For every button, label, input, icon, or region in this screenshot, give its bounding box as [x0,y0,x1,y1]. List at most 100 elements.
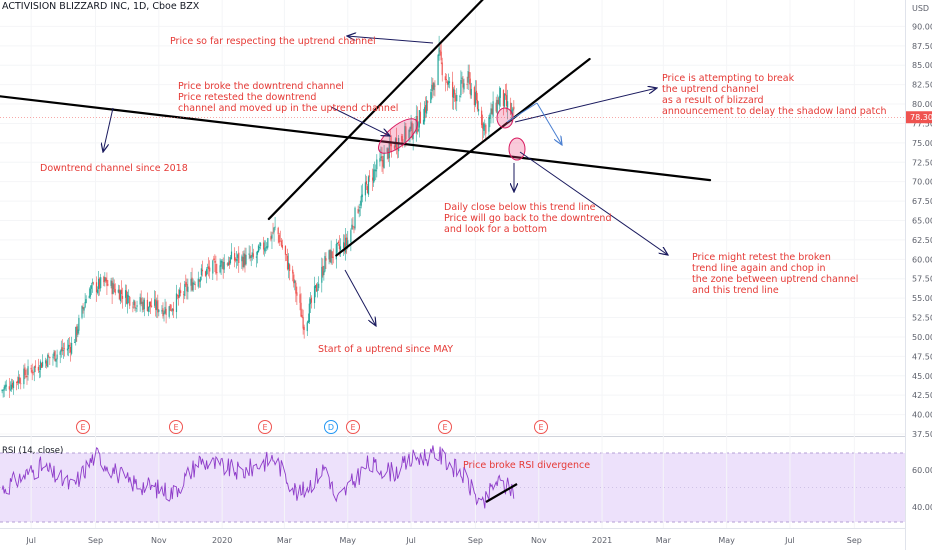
candle-body [299,294,301,303]
time-axis[interactable]: Jul Sep Nov 2020 Mar May Jul Sep Nov 2021 Mar May Ju… [25,536,862,545]
candle-body [322,265,324,276]
candle-body [54,350,56,362]
candle-body [256,251,259,255]
candle-body [155,299,157,310]
candle-body [55,358,57,362]
candle-body [289,264,291,271]
candle-body [156,301,158,311]
candle-body [172,308,174,312]
candle-body [112,282,114,294]
price-tick-label: 42.50 [912,391,932,400]
candle-body [402,139,404,144]
candle-body [201,269,204,272]
candle-body [180,290,182,294]
candle-body [175,293,178,313]
candle-body [427,101,429,103]
candle-body [252,253,254,258]
candle-body [310,297,313,303]
candle-body [437,55,439,85]
candle-body [484,125,486,127]
candle-body [208,266,210,270]
time-tick-label: Sep [847,536,862,545]
candle-body [415,116,417,134]
candle-body [84,301,86,308]
candle-body [358,209,360,212]
candle-body [292,269,294,274]
candle-body [323,271,325,276]
candle-body [497,99,499,105]
candle-body [75,326,77,342]
candle-body [510,102,512,115]
earnings-marker[interactable] [534,420,548,434]
candle-body [337,241,340,244]
candle-body [23,368,25,385]
candle-body [417,129,419,131]
candle-body [271,234,273,239]
price-axis[interactable]: USD 90.00 87.50 85.00 82.50 80.00 77.50 75.00 7… [912,4,932,439]
price-tick-label: 82.50 [912,81,932,90]
candle-body [142,301,144,310]
candle-body [147,306,150,312]
candle-body [408,129,410,139]
earnings-marker[interactable] [169,420,183,434]
candle-body [270,236,272,240]
candle-body [105,277,107,282]
candle-body [375,169,377,172]
candle-body [129,296,131,306]
earnings-marker[interactable] [258,420,272,434]
last-price-value: 78.30 [910,113,932,122]
price-tick-label: 62.50 [912,236,932,245]
candle-body [329,249,331,262]
candle-body [96,289,99,293]
candle-body [34,365,36,368]
candle-body [492,101,494,117]
candle-body [185,282,187,285]
last-price-tag: 78.30 [906,111,932,124]
candle-body [16,381,18,383]
annotation-daily-close-3: and look for a bottom [444,224,547,235]
candle-body [354,207,356,229]
candle-body [81,306,83,318]
earnings-marker[interactable] [438,420,452,434]
earnings-marker[interactable] [346,420,360,434]
price-tick-label: 45.00 [912,372,932,381]
dividend-marker[interactable] [324,420,338,434]
candle-body [332,256,334,258]
candle-body [4,385,6,389]
candle-body [99,278,101,289]
arrow-channel-top [347,36,434,44]
candle-body [139,296,141,305]
projection-down [536,102,562,145]
candle-body [335,243,337,260]
candle-body [440,51,442,61]
price-tick-label: 75.00 [912,139,932,148]
annotation-channel-respect: Price so far respecting the uptrend chan… [170,36,376,47]
candle-body [205,269,208,276]
candle-body [121,295,124,299]
candle-body [245,254,247,265]
price-tick-label: 52.50 [912,314,932,323]
candle-body [63,348,65,350]
candle-body [278,234,280,243]
candle-body [302,317,304,329]
candle-body [56,354,58,360]
candle-body [483,123,485,131]
time-tick-label: 2020 [212,536,232,545]
earnings-marker[interactable] [76,420,90,434]
candle-body [223,261,225,270]
candle-body [264,248,266,252]
candle-body [453,89,455,98]
candle-body [307,320,309,324]
candle-body [331,251,333,259]
candle-body [344,242,346,252]
annotation-moved-up: channel and moved up in the uptrend chan… [178,103,398,114]
candle-body [48,356,50,358]
candle-body [128,295,130,297]
candle-body [474,92,477,106]
candle-body [95,282,98,293]
candle-body [470,88,472,96]
annotation-retest-4: and this trend line [692,285,779,296]
candle-body [227,262,229,266]
